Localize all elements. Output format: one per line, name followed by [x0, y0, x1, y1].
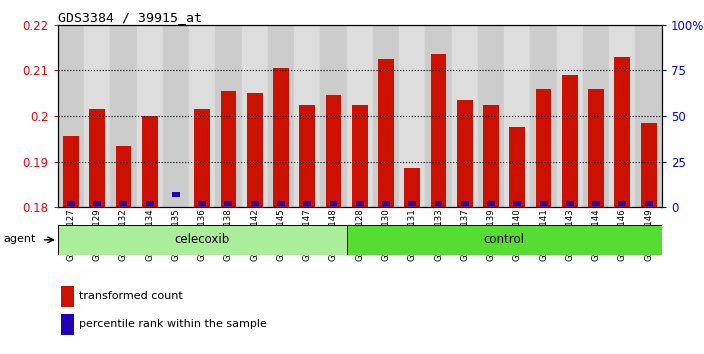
Bar — [483, 104, 499, 207]
Bar — [277, 201, 285, 206]
Bar — [504, 25, 530, 207]
Bar — [329, 201, 337, 206]
Bar — [513, 201, 521, 206]
Text: percentile rank within the sample: percentile rank within the sample — [80, 319, 268, 329]
Bar — [251, 201, 258, 206]
Bar — [225, 201, 232, 206]
Bar — [294, 25, 320, 207]
Bar — [536, 88, 551, 207]
Bar — [530, 25, 557, 207]
Bar — [478, 25, 504, 207]
Bar — [326, 96, 341, 207]
Bar — [199, 201, 206, 206]
Bar — [562, 75, 578, 207]
Bar — [120, 201, 127, 206]
Bar — [645, 201, 653, 206]
Bar — [378, 59, 394, 207]
Bar — [399, 25, 425, 207]
Bar — [352, 104, 367, 207]
Bar — [452, 25, 478, 207]
Bar — [220, 91, 237, 207]
Bar — [303, 201, 311, 206]
Bar — [609, 25, 636, 207]
Bar — [425, 25, 452, 207]
Bar — [215, 25, 241, 207]
Bar — [247, 93, 263, 207]
Bar — [487, 201, 495, 206]
Text: GDS3384 / 39915_at: GDS3384 / 39915_at — [58, 11, 202, 24]
Bar — [299, 104, 315, 207]
Bar — [241, 25, 268, 207]
Bar — [115, 145, 131, 207]
Bar — [382, 201, 390, 206]
Bar — [540, 201, 548, 206]
Bar — [615, 57, 630, 207]
Bar — [189, 25, 215, 207]
Bar — [320, 25, 346, 207]
Bar — [431, 55, 446, 207]
Bar — [356, 201, 364, 206]
Bar — [373, 25, 399, 207]
Bar — [61, 286, 75, 307]
Bar — [641, 123, 657, 207]
Bar — [268, 25, 294, 207]
Bar — [457, 100, 472, 207]
Bar — [137, 25, 163, 207]
Bar — [111, 25, 137, 207]
Bar — [346, 25, 373, 207]
Bar — [58, 25, 84, 207]
Bar — [434, 201, 443, 206]
Bar — [163, 25, 189, 207]
Bar — [172, 192, 180, 197]
Bar — [194, 109, 210, 207]
Bar — [510, 127, 525, 207]
Bar — [557, 25, 583, 207]
Text: celecoxib: celecoxib — [175, 233, 230, 246]
Text: control: control — [484, 233, 524, 246]
Bar — [566, 201, 574, 206]
Text: transformed count: transformed count — [80, 291, 183, 301]
Bar — [461, 201, 469, 206]
Bar — [636, 25, 662, 207]
Bar — [408, 201, 416, 206]
Bar — [618, 201, 627, 206]
Bar — [404, 169, 420, 207]
Bar — [346, 225, 662, 255]
Bar — [84, 25, 111, 207]
Bar — [583, 25, 609, 207]
Bar — [58, 225, 346, 255]
Bar — [61, 314, 75, 335]
Bar — [146, 201, 153, 206]
Bar — [63, 136, 79, 207]
Bar — [142, 116, 158, 207]
Bar — [67, 201, 75, 206]
Bar — [93, 201, 101, 206]
Bar — [89, 109, 105, 207]
Text: agent: agent — [3, 234, 35, 244]
Bar — [273, 68, 289, 207]
Bar — [592, 201, 600, 206]
Bar — [589, 88, 604, 207]
